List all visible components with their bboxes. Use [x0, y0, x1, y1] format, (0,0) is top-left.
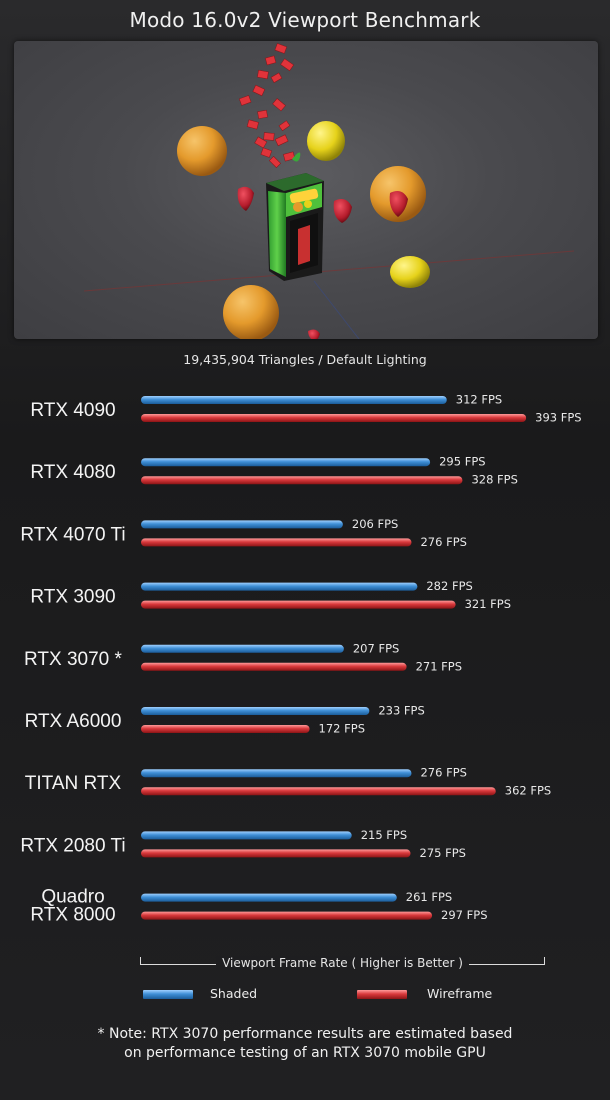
value-label-shaded: 276 FPS: [420, 766, 466, 780]
value-label-shaded: 233 FPS: [378, 704, 424, 718]
value-label-shaded: 206 FPS: [352, 517, 398, 531]
footnote-line-1: * Note: RTX 3070 performance results are…: [97, 1026, 513, 1042]
value-label-shaded: 215 FPS: [361, 828, 407, 842]
value-label-wireframe: 328 FPS: [471, 473, 517, 487]
category-label: RTX 3090: [30, 587, 115, 608]
value-label-wireframe: 393 FPS: [535, 411, 581, 425]
category-label: RTX 2080 Ti: [20, 835, 125, 856]
bar-shaded: [141, 582, 418, 591]
bar-wireframe: [141, 911, 433, 920]
bar-wireframe: [141, 414, 527, 422]
bar-wireframe: [141, 538, 412, 547]
value-label-shaded: 295 FPS: [439, 455, 485, 469]
category-label: RTX 4090: [30, 400, 115, 421]
value-label-wireframe: 172 FPS: [319, 722, 365, 736]
bar-shaded: [141, 520, 343, 529]
bar-wireframe: [141, 849, 411, 858]
value-label-wireframe: 321 FPS: [465, 597, 511, 611]
bar-wireframe: [141, 725, 310, 733]
viewport-render-image: [14, 41, 598, 339]
value-label-wireframe: 271 FPS: [416, 659, 462, 673]
value-label-shaded: 312 FPS: [456, 393, 502, 407]
footnote-line-2: on performance testing of an RTX 3070 mo…: [124, 1045, 486, 1061]
value-label-shaded: 282 FPS: [426, 579, 472, 593]
x-axis-label: Viewport Frame Rate ( Higher is Better ): [216, 956, 469, 970]
bar-shaded: [141, 458, 431, 467]
legend-label-shaded: Shaded: [210, 986, 258, 1001]
bar-shaded: [141, 644, 344, 653]
value-label-wireframe: 297 FPS: [441, 908, 487, 922]
value-label-wireframe: 275 FPS: [420, 846, 466, 860]
legend-swatch-shaded: [143, 990, 193, 999]
category-label: RTX 4080: [30, 462, 115, 483]
category-label: RTX 3070 *: [24, 649, 122, 670]
fps-bar-chart: RTX 4090 312 FPS 393 FPS RTX 4080 295 FPS 328…: [20, 393, 581, 926]
bar-shaded: [141, 769, 412, 778]
bar-wireframe: [141, 787, 496, 796]
value-label-wireframe: 362 FPS: [505, 784, 551, 798]
value-label-shaded: 207 FPS: [353, 641, 399, 655]
bar-shaded: [141, 831, 352, 840]
category-label: RTX 4070 Ti: [20, 524, 125, 545]
category-label: Quadro RTX 8000: [30, 887, 115, 926]
bar-wireframe: [141, 476, 463, 485]
legend-label-wireframe: Wireframe: [427, 986, 493, 1001]
fruit-scene-illustration: [83, 43, 575, 339]
scene-subtitle: 19,435,904 Triangles / Default Lighting: [183, 352, 427, 367]
value-label-shaded: 261 FPS: [406, 890, 452, 904]
footnote: * Note: RTX 3070 performance results are…: [0, 1025, 610, 1063]
bar-shaded: [141, 396, 447, 404]
chart-title: Modo 16.0v2 Viewport Benchmark: [129, 8, 481, 32]
bar-shaded: [141, 707, 370, 715]
bar-wireframe: [141, 662, 407, 671]
category-label: RTX A6000: [25, 711, 122, 732]
legend-swatch-wireframe: [357, 990, 407, 999]
bar-shaded: [141, 893, 397, 902]
value-label-wireframe: 276 FPS: [420, 535, 466, 549]
bar-wireframe: [141, 600, 456, 609]
category-label: TITAN RTX: [25, 773, 122, 794]
x-axis-caption: Viewport Frame Rate ( Higher is Better ): [140, 954, 545, 972]
